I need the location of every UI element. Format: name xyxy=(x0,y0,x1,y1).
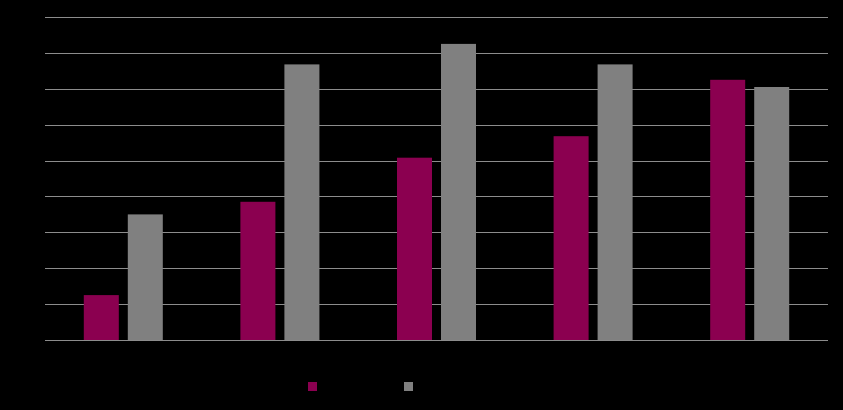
bar-series-2-category-2 xyxy=(284,64,320,341)
bar-series xyxy=(83,43,790,341)
bar-series-2-category-1 xyxy=(127,214,163,340)
bar-series-1-category-3 xyxy=(397,157,432,340)
legend-swatch-series-1 xyxy=(308,382,317,391)
bar-series-1-category-2 xyxy=(240,201,276,340)
bar-series-2-category-5 xyxy=(754,87,790,340)
gridlines xyxy=(45,17,828,341)
legend xyxy=(308,382,413,391)
bar-series-2-category-3 xyxy=(441,43,476,341)
legend-swatch-series-2 xyxy=(404,382,413,391)
bar-series-1-category-5 xyxy=(710,79,746,341)
bar-series-1-category-4 xyxy=(553,136,589,340)
bar-series-1-category-1 xyxy=(83,295,119,340)
bar-series-2-category-4 xyxy=(597,64,633,341)
